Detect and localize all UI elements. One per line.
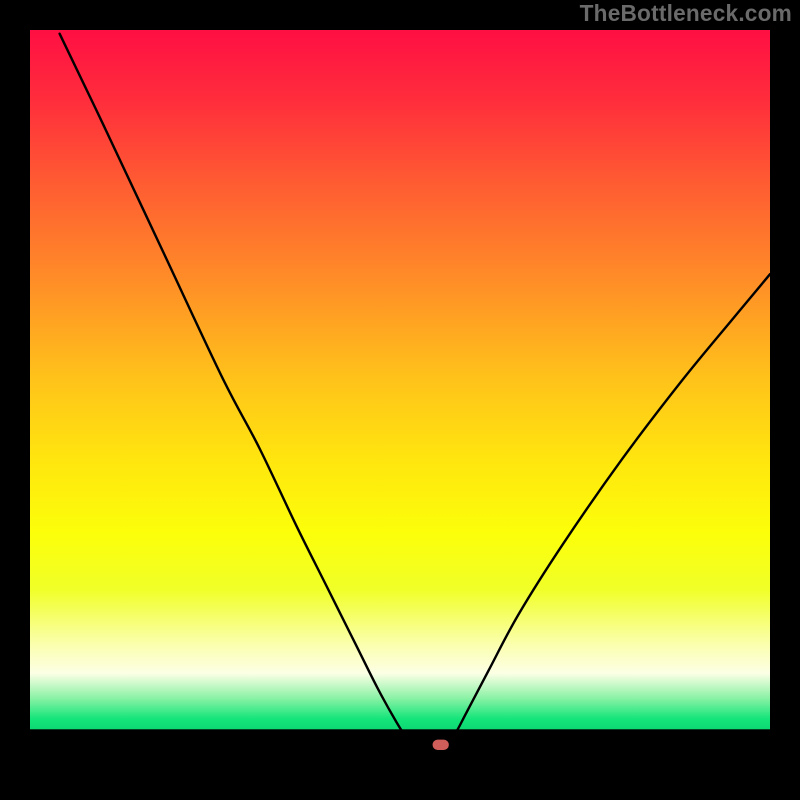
gradient-background [30, 30, 770, 729]
bottleneck-chart [30, 30, 770, 770]
optimal-marker [433, 740, 449, 750]
watermark-text: TheBottleneck.com [580, 0, 792, 27]
